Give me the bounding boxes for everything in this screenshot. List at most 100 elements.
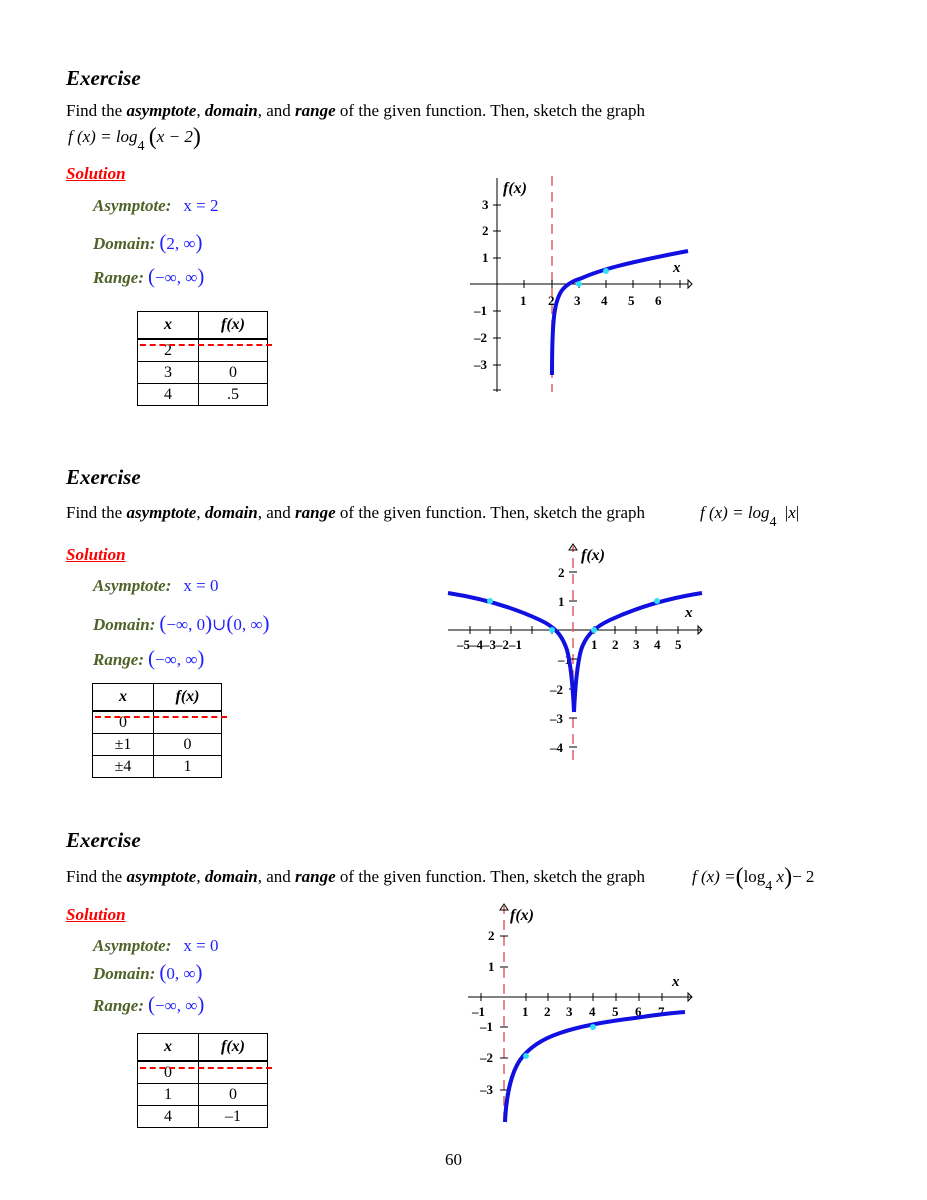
x-tick-label: 4 [589, 1004, 596, 1019]
solution-label: Solution [66, 545, 126, 564]
x-ticks [480, 993, 663, 1001]
x-axis-label: x [684, 605, 693, 621]
domain-line: Domain: (−∞, 0)∪(0, ∞) [93, 611, 270, 635]
y-tick-label: 1 [558, 594, 565, 609]
asymptote-line: Asymptote: x = 0 [93, 576, 219, 595]
x-tick-label: 5 [675, 637, 682, 652]
x-axis-label: x [671, 974, 680, 990]
x-tick-label: 5 [612, 1004, 619, 1019]
point-neg4-1 [487, 598, 493, 604]
function-curve [503, 1010, 686, 1123]
x-tick-label: 4 [601, 293, 608, 308]
point-4-1 [654, 598, 660, 604]
x-axis-arrow [697, 624, 703, 636]
solution-label: Solution [66, 905, 126, 924]
y-tick-label: 2 [482, 223, 489, 238]
range-line: Range: (−∞, ∞) [93, 992, 205, 1016]
table-header-fx: f(x) [198, 1033, 268, 1062]
x-tick-label: 1 [591, 637, 598, 652]
table-header-fx: f(x) [153, 683, 222, 712]
y-axis-label: f(x) [510, 907, 534, 924]
y-tick-label: 3 [482, 197, 489, 212]
table-row: 0 [92, 710, 222, 734]
range-line: Range: (−∞, ∞) [93, 264, 205, 288]
x-tick-label: 3 [566, 1004, 573, 1019]
point-1-neg2 [523, 1053, 529, 1059]
domain-line: Domain: (2, ∞) [93, 230, 203, 254]
graph-2: –5–4–3–2–1 1 2 3 4 5 2 1 –1 –2 –3 –4 f(x… [447, 543, 703, 760]
table-row: ±4 1 [92, 755, 222, 778]
point-4-0.5 [603, 268, 609, 274]
graph-3: –1 1 2 3 4 5 6 7 2 1 –1 –2 –3 f(x) x [468, 903, 693, 1123]
y-tick-label: 2 [488, 928, 495, 943]
range-line: Range: (−∞, ∞) [93, 646, 205, 670]
asymptote-dash-marker [140, 344, 272, 346]
exercise-title: Exercise [66, 465, 141, 489]
x-tick-label: 1 [520, 293, 527, 308]
exercise-prompt: Find the asymptote, domain, and range of… [66, 503, 646, 522]
solution-label: Solution [66, 164, 126, 183]
function-formula: f (x) = log4 (x − 2) [68, 124, 201, 154]
x-tick-label: –1 [471, 1004, 485, 1019]
x-tick-label: 3 [633, 637, 640, 652]
x-axis-arrow [687, 278, 693, 290]
x-tick-label: 5 [628, 293, 635, 308]
domain-line: Domain: (0, ∞) [93, 960, 203, 984]
y-tick-label: –2 [473, 330, 487, 345]
function-curve [550, 249, 689, 376]
table-row: ±1 0 [92, 733, 222, 756]
y-tick-label: –1 [473, 303, 487, 318]
table-row: 4 –1 [137, 1105, 268, 1128]
asymptote-dash-marker [95, 716, 227, 718]
table-header-x: x [137, 311, 199, 340]
y-tick-label: –2 [549, 682, 563, 697]
y-axis-label: f(x) [503, 180, 527, 197]
function-curve-right [572, 591, 703, 713]
exercise-title: Exercise [66, 828, 141, 852]
table-row: 2 [137, 338, 268, 362]
y-tick-label: –3 [549, 711, 564, 726]
point-3-0 [576, 281, 582, 287]
x-axis-arrow [687, 991, 693, 1003]
page-number: 60 [445, 1150, 462, 1169]
exercise-prompt: Find the asymptote, domain, and range of… [66, 867, 646, 886]
table-header-fx: f(x) [198, 311, 268, 340]
asymptote-line: Asymptote: x = 0 [93, 936, 219, 955]
y-axis-label: f(x) [581, 547, 605, 564]
exercise-prompt: Find the asymptote, domain, and range of… [66, 101, 646, 120]
asymptote-dash-marker [140, 1067, 272, 1069]
function-formula: f (x) = log4 |x| [700, 503, 800, 530]
y-tick-label: 2 [558, 565, 565, 580]
x-axis-label: x [672, 260, 681, 276]
point-neg1-0 [549, 627, 555, 633]
y-tick-label: –4 [549, 740, 564, 755]
x-tick-label: 1 [522, 1004, 529, 1019]
table-row: 0 [137, 1060, 268, 1084]
x-tick-labels-negative: –5–4–3–2–1 [456, 637, 522, 652]
table-header-x: x [137, 1033, 199, 1062]
x-tick-label: 3 [574, 293, 581, 308]
x-tick-label: 6 [635, 1004, 642, 1019]
x-tick-label: 2 [612, 637, 619, 652]
exercise-title: Exercise [66, 66, 141, 90]
point-4-neg1 [590, 1024, 596, 1030]
y-tick-label: 1 [488, 959, 495, 974]
function-formula: f (x) =(log4 x)− 2 [692, 864, 815, 894]
x-tick-label: 4 [654, 637, 661, 652]
y-tick-label: –2 [479, 1050, 493, 1065]
x-tick-label: 2 [544, 1004, 551, 1019]
y-tick-label: –3 [479, 1082, 494, 1097]
y-tick-label: –1 [479, 1019, 493, 1034]
x-tick-label: 6 [655, 293, 662, 308]
table-row: 4.5 [137, 383, 268, 406]
y-tick-label: 1 [482, 250, 489, 265]
y-axis-arrow [499, 903, 509, 911]
x-tick-label: 2 [548, 293, 555, 308]
y-ticks [493, 204, 501, 391]
point-1-0 [591, 627, 597, 633]
value-table: x f(x) 0 ±1 0 ±4 1 [92, 683, 222, 778]
